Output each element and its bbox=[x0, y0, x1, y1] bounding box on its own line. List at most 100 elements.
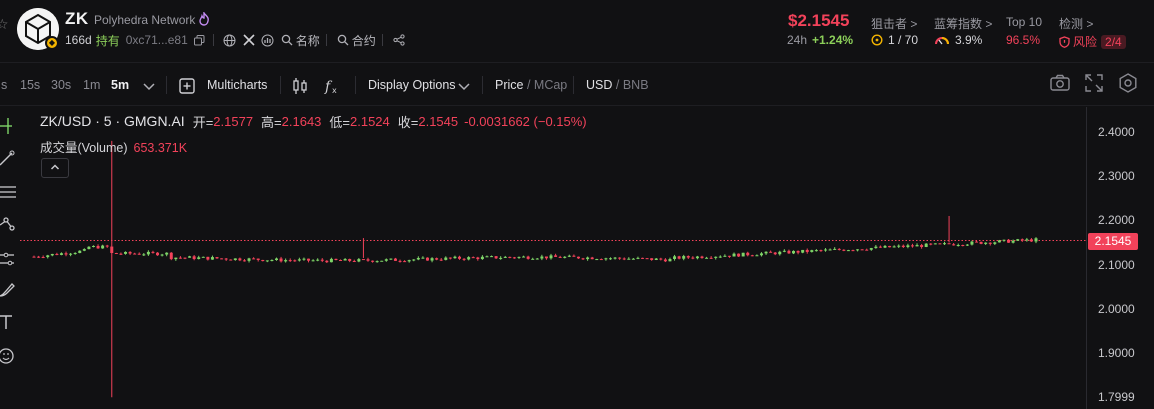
usd-bnb-toggle[interactable]: USD / BNB bbox=[586, 78, 649, 92]
volume-label: 成交量(Volume) bbox=[40, 141, 128, 155]
usd-option[interactable]: USD bbox=[586, 78, 613, 92]
contract-address[interactable]: 0xc71...e81 bbox=[125, 33, 188, 47]
sniper-label[interactable]: 狙击者 > bbox=[871, 17, 918, 31]
search-contract-icon[interactable] bbox=[336, 33, 350, 47]
candle-body bbox=[659, 258, 663, 260]
candle-body bbox=[691, 257, 695, 259]
candle-body bbox=[814, 250, 818, 252]
candle-body bbox=[956, 245, 960, 247]
horizontal-lines-icon[interactable] bbox=[0, 184, 16, 200]
display-options-button[interactable]: Display Options bbox=[368, 78, 456, 92]
candle-body bbox=[618, 257, 622, 259]
favorite-star-icon[interactable]: ☆ bbox=[0, 16, 9, 32]
candle bbox=[503, 255, 507, 258]
price-axis[interactable]: 2.4000 2.3000 2.2000 2.1000 2.0000 1.9000 1.79… bbox=[1086, 107, 1154, 409]
collapse-legend-button[interactable] bbox=[41, 158, 69, 178]
measure-tool-icon[interactable] bbox=[0, 251, 16, 267]
candle-body bbox=[668, 258, 672, 262]
candle-body bbox=[869, 248, 873, 250]
candle-body bbox=[947, 243, 951, 245]
mcap-option[interactable]: MCap bbox=[533, 78, 568, 92]
candle bbox=[769, 250, 773, 253]
trend-line-icon[interactable] bbox=[0, 150, 16, 166]
candle bbox=[544, 256, 548, 260]
candle-body bbox=[274, 258, 278, 261]
bnb-option[interactable]: BNB bbox=[622, 78, 649, 92]
candle-body bbox=[924, 243, 928, 247]
candle bbox=[1029, 238, 1033, 242]
timeframe-5m[interactable]: 5m bbox=[111, 78, 130, 92]
candle-body bbox=[608, 258, 612, 260]
candle-body bbox=[490, 256, 494, 258]
candle-body bbox=[352, 260, 356, 262]
candle-body bbox=[1007, 239, 1011, 243]
website-globe-icon[interactable] bbox=[223, 33, 237, 47]
display-options-chevron-down-icon[interactable] bbox=[454, 76, 474, 96]
candle-body bbox=[37, 256, 41, 258]
emoji-tool-icon[interactable] bbox=[0, 348, 16, 364]
candle bbox=[773, 251, 777, 256]
candle-body bbox=[197, 257, 201, 260]
candle bbox=[384, 258, 388, 262]
timeframe-1s[interactable]: s bbox=[1, 78, 8, 92]
search-name-icon[interactable] bbox=[280, 33, 294, 47]
copy-icon[interactable] bbox=[193, 33, 207, 47]
candle-body bbox=[41, 257, 45, 259]
candle bbox=[87, 246, 91, 250]
candle bbox=[540, 254, 544, 261]
risk-stat[interactable]: 风险 2/4 bbox=[1059, 33, 1126, 50]
candle bbox=[133, 252, 137, 255]
fullscreen-icon[interactable] bbox=[1083, 72, 1105, 94]
token-meta-row: 166d 持有 0xc71...e81 名称 合约 bbox=[65, 32, 406, 48]
candle bbox=[458, 255, 462, 260]
candle bbox=[59, 252, 63, 256]
multicharts-button[interactable]: Multicharts bbox=[207, 78, 268, 92]
candle-body bbox=[471, 257, 475, 259]
candle-body bbox=[837, 248, 841, 250]
candlestick-chart[interactable] bbox=[20, 107, 1086, 409]
timeframe-1m[interactable]: 1m bbox=[83, 78, 101, 92]
top10-label[interactable]: Top 10 bbox=[1006, 15, 1043, 29]
candle bbox=[764, 251, 768, 255]
candle-body bbox=[105, 245, 109, 247]
candle-body bbox=[782, 250, 786, 252]
candle-body bbox=[444, 257, 448, 260]
camera-screenshot-icon[interactable] bbox=[1049, 72, 1071, 94]
candle-type-icon[interactable] bbox=[290, 76, 310, 96]
brush-tool-icon[interactable] bbox=[0, 282, 16, 298]
bluechip-label[interactable]: 蓝筹指数 > bbox=[934, 17, 993, 31]
candle-body bbox=[421, 257, 425, 259]
candle-body bbox=[146, 251, 150, 255]
candle bbox=[101, 244, 105, 249]
explorer-icon[interactable] bbox=[261, 33, 275, 47]
search-contract-link[interactable]: 合约 bbox=[351, 33, 376, 48]
price-option[interactable]: Price bbox=[495, 78, 524, 92]
candle bbox=[897, 244, 901, 248]
candle-body bbox=[975, 241, 979, 243]
share-icon[interactable] bbox=[392, 33, 406, 47]
holding-link[interactable]: 持有 bbox=[95, 33, 120, 48]
timeframe-chevron-down-icon[interactable] bbox=[139, 76, 159, 96]
candle bbox=[517, 256, 521, 259]
timeframe-30s[interactable]: 30s bbox=[51, 78, 72, 92]
add-chart-icon[interactable] bbox=[177, 76, 197, 96]
x-twitter-icon[interactable] bbox=[242, 33, 256, 47]
crosshair-icon[interactable] bbox=[0, 118, 16, 134]
node-tool-icon[interactable] bbox=[0, 216, 16, 232]
text-tool-icon[interactable] bbox=[0, 314, 16, 330]
token-header: ☆ ◆ ZK Polyhedra Network 166d 持有 0xc71..… bbox=[0, 0, 1154, 62]
detect-label[interactable]: 检测 > bbox=[1059, 17, 1094, 31]
candle bbox=[393, 257, 397, 261]
candle bbox=[929, 243, 933, 246]
settings-gear-icon[interactable] bbox=[1117, 72, 1139, 94]
candle bbox=[229, 259, 233, 261]
volume-value: 653.371K bbox=[133, 141, 188, 155]
candle bbox=[965, 244, 969, 247]
timeframe-15s[interactable]: 15s bbox=[20, 78, 41, 92]
token-fullname: Polyhedra Network bbox=[94, 13, 196, 27]
price-mcap-toggle[interactable]: Price / MCap bbox=[495, 78, 568, 92]
candle-body bbox=[476, 257, 480, 260]
candle-body bbox=[293, 260, 297, 262]
search-name-link[interactable]: 名称 bbox=[295, 33, 320, 48]
